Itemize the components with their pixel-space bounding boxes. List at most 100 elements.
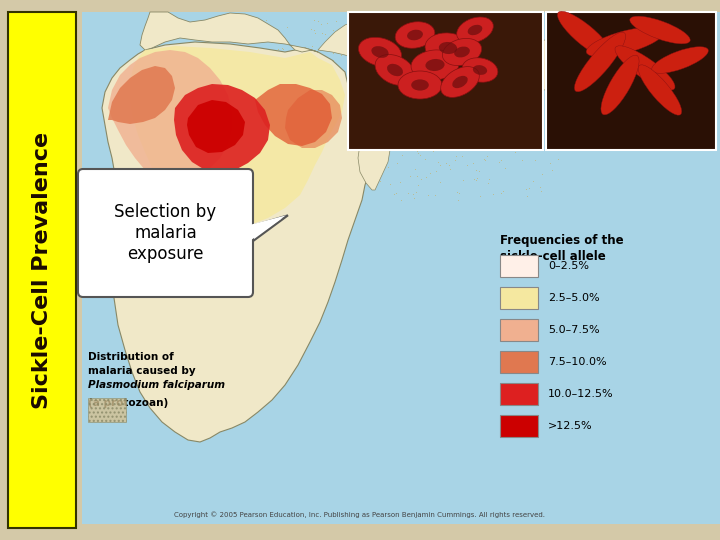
Point: [413, 181, 424, 190]
Point: [316, 164, 328, 172]
Point: [439, 77, 451, 86]
Point: [395, 195, 406, 204]
Point: [402, 73, 413, 82]
Point: [469, 128, 481, 137]
Text: (a protozoan): (a protozoan): [88, 398, 168, 408]
Point: [333, 129, 345, 137]
Point: [267, 86, 279, 95]
Point: [362, 109, 374, 117]
Point: [338, 24, 350, 32]
Point: [271, 65, 282, 73]
Point: [480, 85, 492, 94]
Point: [315, 60, 326, 69]
Point: [246, 80, 258, 89]
Point: [515, 143, 526, 151]
Point: [395, 18, 406, 26]
Ellipse shape: [375, 55, 415, 85]
Point: [354, 112, 366, 120]
Polygon shape: [285, 90, 342, 148]
Point: [534, 37, 545, 46]
Point: [328, 148, 340, 157]
Text: 7.5–10.0%: 7.5–10.0%: [548, 357, 607, 367]
Point: [260, 22, 271, 30]
Point: [364, 121, 376, 130]
Point: [509, 148, 521, 157]
Point: [312, 101, 323, 110]
Point: [475, 109, 487, 117]
Point: [351, 77, 363, 86]
Point: [379, 135, 391, 144]
Point: [324, 105, 336, 113]
Point: [552, 25, 563, 34]
Point: [343, 59, 354, 68]
Point: [498, 186, 509, 195]
Point: [300, 85, 311, 93]
Point: [328, 153, 340, 161]
Point: [406, 68, 418, 77]
Point: [553, 18, 564, 26]
Point: [444, 164, 456, 173]
Point: [265, 46, 276, 55]
Point: [508, 102, 519, 111]
Point: [284, 92, 295, 101]
Point: [453, 188, 464, 197]
Point: [393, 41, 405, 50]
Point: [324, 138, 336, 147]
Point: [197, 39, 208, 48]
Point: [364, 98, 375, 107]
Point: [477, 19, 489, 28]
Point: [523, 68, 535, 77]
Point: [307, 115, 318, 124]
Point: [526, 44, 538, 52]
Point: [276, 44, 287, 52]
Polygon shape: [187, 100, 245, 153]
Point: [396, 106, 408, 114]
Point: [391, 159, 402, 167]
Point: [398, 90, 410, 98]
Point: [235, 49, 247, 58]
Point: [463, 116, 474, 124]
Point: [408, 193, 420, 202]
Point: [440, 70, 451, 78]
Point: [326, 58, 338, 67]
Point: [282, 23, 293, 31]
Point: [288, 44, 300, 52]
Text: >12.5%: >12.5%: [548, 421, 593, 431]
Point: [284, 77, 295, 85]
Point: [372, 67, 384, 76]
Ellipse shape: [387, 64, 403, 76]
Bar: [8, 12, 76, 528]
Point: [521, 185, 532, 194]
Point: [212, 48, 224, 56]
Point: [507, 87, 518, 96]
Point: [474, 96, 485, 105]
Point: [428, 147, 439, 156]
Point: [506, 67, 518, 76]
Point: [410, 110, 422, 119]
Point: [318, 51, 330, 59]
Point: [313, 89, 325, 97]
Point: [469, 106, 481, 115]
Point: [359, 125, 370, 134]
Point: [516, 32, 527, 40]
Point: [319, 105, 330, 114]
Point: [404, 129, 415, 138]
Point: [402, 102, 414, 110]
Point: [408, 145, 420, 154]
Point: [526, 69, 537, 77]
Point: [316, 189, 328, 198]
Point: [367, 30, 379, 39]
Point: [446, 105, 458, 114]
Point: [454, 51, 465, 59]
Polygon shape: [174, 84, 270, 173]
Point: [382, 137, 394, 145]
Point: [506, 44, 518, 53]
Point: [435, 28, 446, 36]
Point: [294, 72, 306, 80]
Point: [536, 186, 547, 195]
Point: [197, 45, 209, 53]
Point: [504, 130, 516, 139]
Point: [469, 175, 480, 184]
Point: [362, 155, 374, 164]
Point: [549, 69, 561, 77]
